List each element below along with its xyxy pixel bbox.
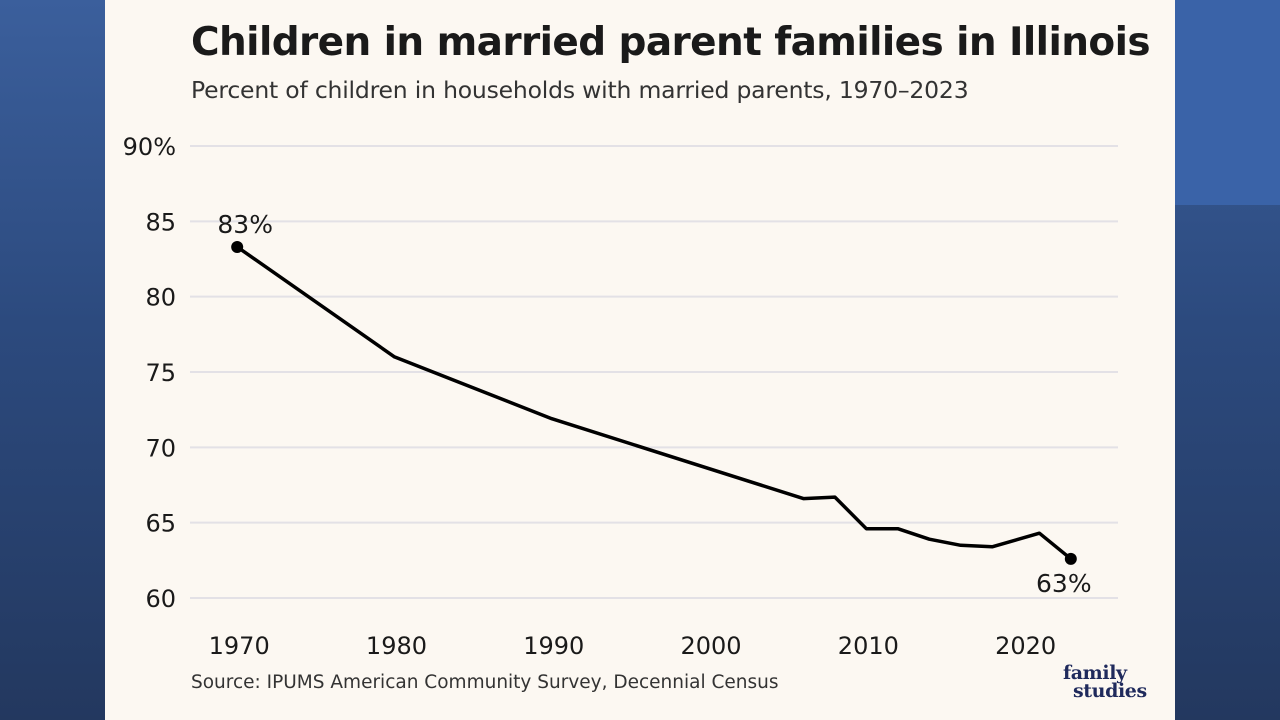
chart-title: Children in married parent families in I… [191,20,1151,65]
family-studies-logo: family studies [1063,662,1159,702]
x-tick-label: 1980 [366,632,427,660]
y-axis-ticks: 90% 85 80 75 70 65 60 [123,133,176,613]
annotations: 83% 63% [217,210,1091,598]
x-tick-label: 2010 [838,632,899,660]
data-label-2023: 63% [1036,569,1092,598]
x-tick-label: 2020 [995,632,1056,660]
y-tick-label: 85 [145,208,176,236]
x-axis-ticks: 1970 1980 1990 2000 2010 2020 [209,632,1057,660]
logo-line-family: family [1063,662,1127,684]
data-label-1970: 83% [217,210,273,239]
x-tick-label: 1990 [523,632,584,660]
y-tick-label: 60 [145,585,176,613]
background-accent [1175,0,1280,205]
start-point-marker [231,240,244,253]
logo-line-studies: studies [1073,680,1147,702]
series-line-illinois [235,245,1073,561]
series-group [231,240,1077,565]
y-tick-label: 75 [145,359,176,387]
y-tick-label: 80 [145,284,176,312]
end-point-marker [1064,552,1077,565]
y-tick-label: 70 [145,434,176,462]
y-tick-label: 90% [123,133,176,161]
chart-subtitle: Percent of children in households with m… [191,76,969,104]
x-tick-label: 1970 [209,632,270,660]
chart-panel: Children in married parent families in I… [105,0,1175,720]
gridlines [190,145,1118,599]
y-tick-label: 65 [145,510,176,538]
source-note: Source: IPUMS American Community Survey,… [191,672,779,693]
x-tick-label: 2000 [681,632,742,660]
